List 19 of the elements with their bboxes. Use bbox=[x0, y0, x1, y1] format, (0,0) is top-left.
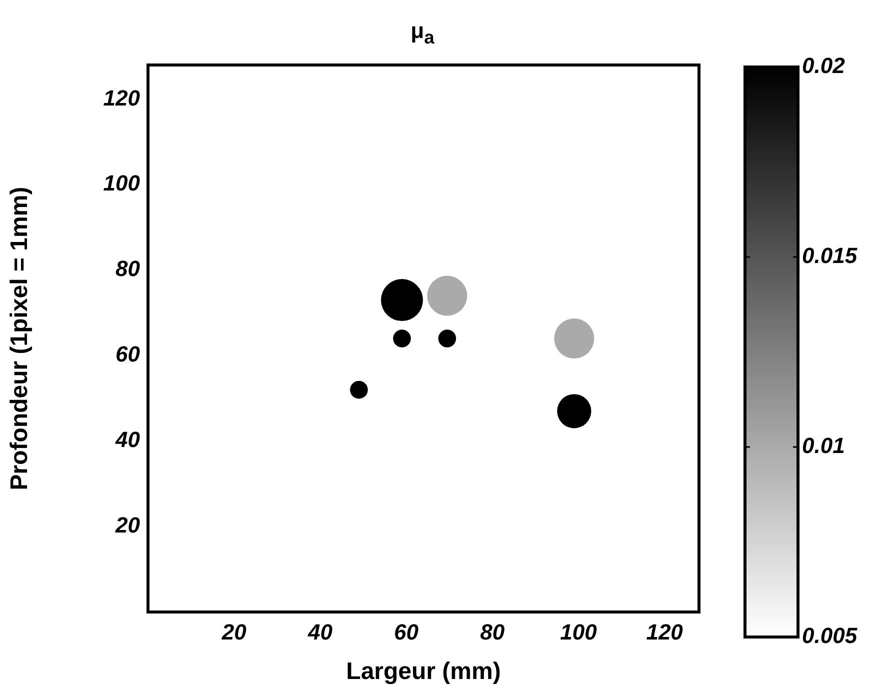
chart-title: μ$_{a}$ bbox=[410, 18, 436, 48]
x-tick-label: 120 bbox=[646, 619, 684, 644]
color-bar-label: 0.02 bbox=[802, 53, 846, 78]
x-axis-title: Largeur (mm) bbox=[346, 658, 501, 686]
y-tick-label: 120 bbox=[103, 85, 141, 110]
color-bar-label: 0.01 bbox=[802, 433, 845, 458]
color-bar-label: 0.005 bbox=[802, 623, 858, 648]
x-tick-label: 60 bbox=[394, 619, 420, 644]
x-tick-label: 80 bbox=[480, 619, 506, 644]
y-tick-label: 100 bbox=[103, 170, 141, 196]
x-tick-label: 40 bbox=[306, 619, 334, 644]
y-axis-title: Profondeur (1pixel = 1mm) bbox=[6, 186, 34, 490]
color-bar-label: 0.015 bbox=[802, 243, 858, 268]
y-tick-label: 60 bbox=[116, 342, 141, 367]
y-tick-label: 40 bbox=[114, 427, 141, 452]
x-tick-label: 100 bbox=[560, 619, 598, 644]
y-tick-label: 20 bbox=[114, 512, 141, 538]
y-tick-label: 80 bbox=[116, 256, 141, 282]
x-tick-label: 20 bbox=[220, 619, 248, 644]
